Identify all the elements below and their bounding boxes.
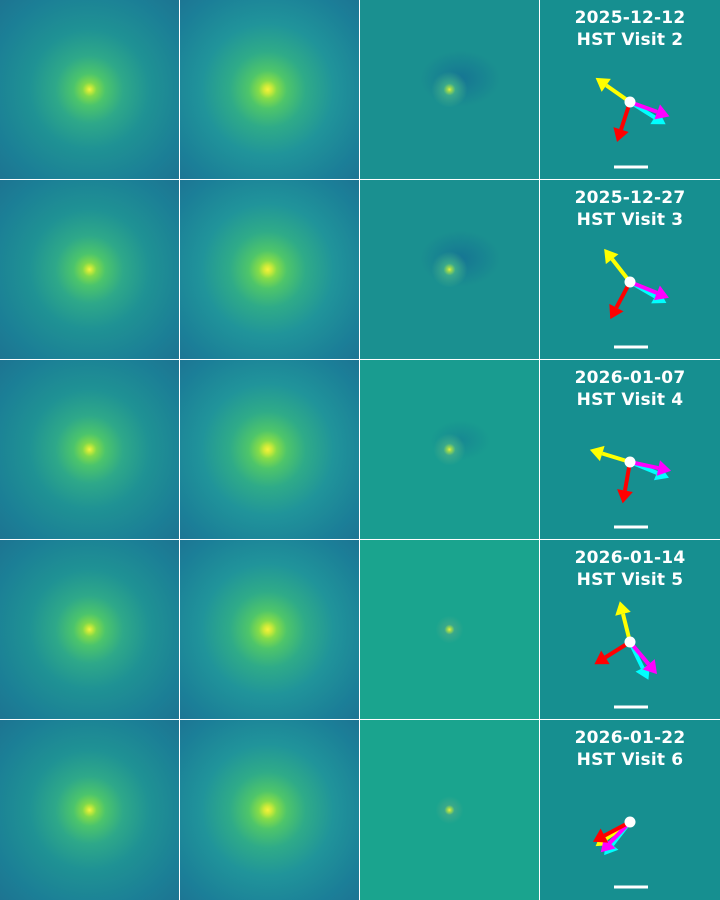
residual-image-visit-6 — [360, 720, 539, 900]
yellow-arrow — [595, 77, 632, 104]
magenta-arrow — [629, 100, 670, 120]
direction-arrows — [589, 445, 672, 529]
direction-arrows — [594, 601, 657, 709]
red-arrow — [609, 281, 632, 320]
date-label: 2025-12-12 — [574, 8, 686, 28]
residual-image-visit-5 — [360, 540, 539, 719]
model-image-visit-5 — [180, 540, 359, 719]
orientation-key-visit-5: 2026-01-14 HST Visit 5 — [540, 540, 720, 719]
model-image-visit-4 — [180, 360, 359, 539]
visit-label: HST Visit 2 — [576, 30, 684, 50]
yellow-arrow — [589, 445, 631, 464]
center-dot — [624, 456, 636, 468]
observed-image-visit-4 — [0, 360, 179, 539]
residual-image-visit-3 — [360, 180, 539, 359]
residual-image-visit-4 — [360, 360, 539, 539]
direction-arrows — [604, 248, 669, 349]
visit-label: HST Visit 3 — [576, 210, 684, 230]
date-label: 2026-01-14 — [574, 548, 686, 568]
visit-label: HST Visit 6 — [576, 750, 684, 770]
orientation-key-visit-6: 2026-01-22 HST Visit 6 — [540, 720, 720, 900]
red-arrow — [617, 461, 633, 504]
model-image-visit-2 — [180, 0, 359, 179]
observed-image-visit-5 — [0, 540, 179, 719]
center-dot — [624, 276, 636, 288]
residual-image-visit-2 — [360, 0, 539, 179]
direction-arrows — [595, 77, 670, 169]
magenta-arrow — [628, 640, 657, 675]
observed-image-visit-2 — [0, 0, 179, 179]
visit-label: HST Visit 5 — [576, 570, 684, 590]
orientation-key-visit-4: 2026-01-07 HST Visit 4 — [540, 360, 720, 539]
observed-image-visit-3 — [0, 180, 179, 359]
observed-image-visit-6 — [0, 720, 179, 900]
center-dot — [624, 636, 636, 648]
orientation-key-visit-2: 2025-12-12 HST Visit 2 — [540, 0, 720, 179]
yellow-arrow — [604, 248, 632, 284]
red-arrow — [594, 640, 632, 665]
visit-label: HST Visit 4 — [576, 390, 684, 410]
magenta-arrow — [629, 280, 669, 301]
date-label: 2025-12-27 — [574, 188, 686, 208]
red-arrow — [613, 101, 632, 142]
center-dot — [624, 816, 636, 828]
orientation-key-visit-3: 2025-12-27 HST Visit 3 — [540, 180, 720, 359]
yellow-arrow — [615, 601, 632, 643]
date-label: 2026-01-22 — [574, 728, 686, 748]
model-image-visit-6 — [180, 720, 359, 900]
date-label: 2026-01-07 — [574, 368, 686, 388]
model-image-visit-3 — [180, 180, 359, 359]
center-dot — [624, 96, 636, 108]
direction-arrows — [592, 816, 648, 889]
